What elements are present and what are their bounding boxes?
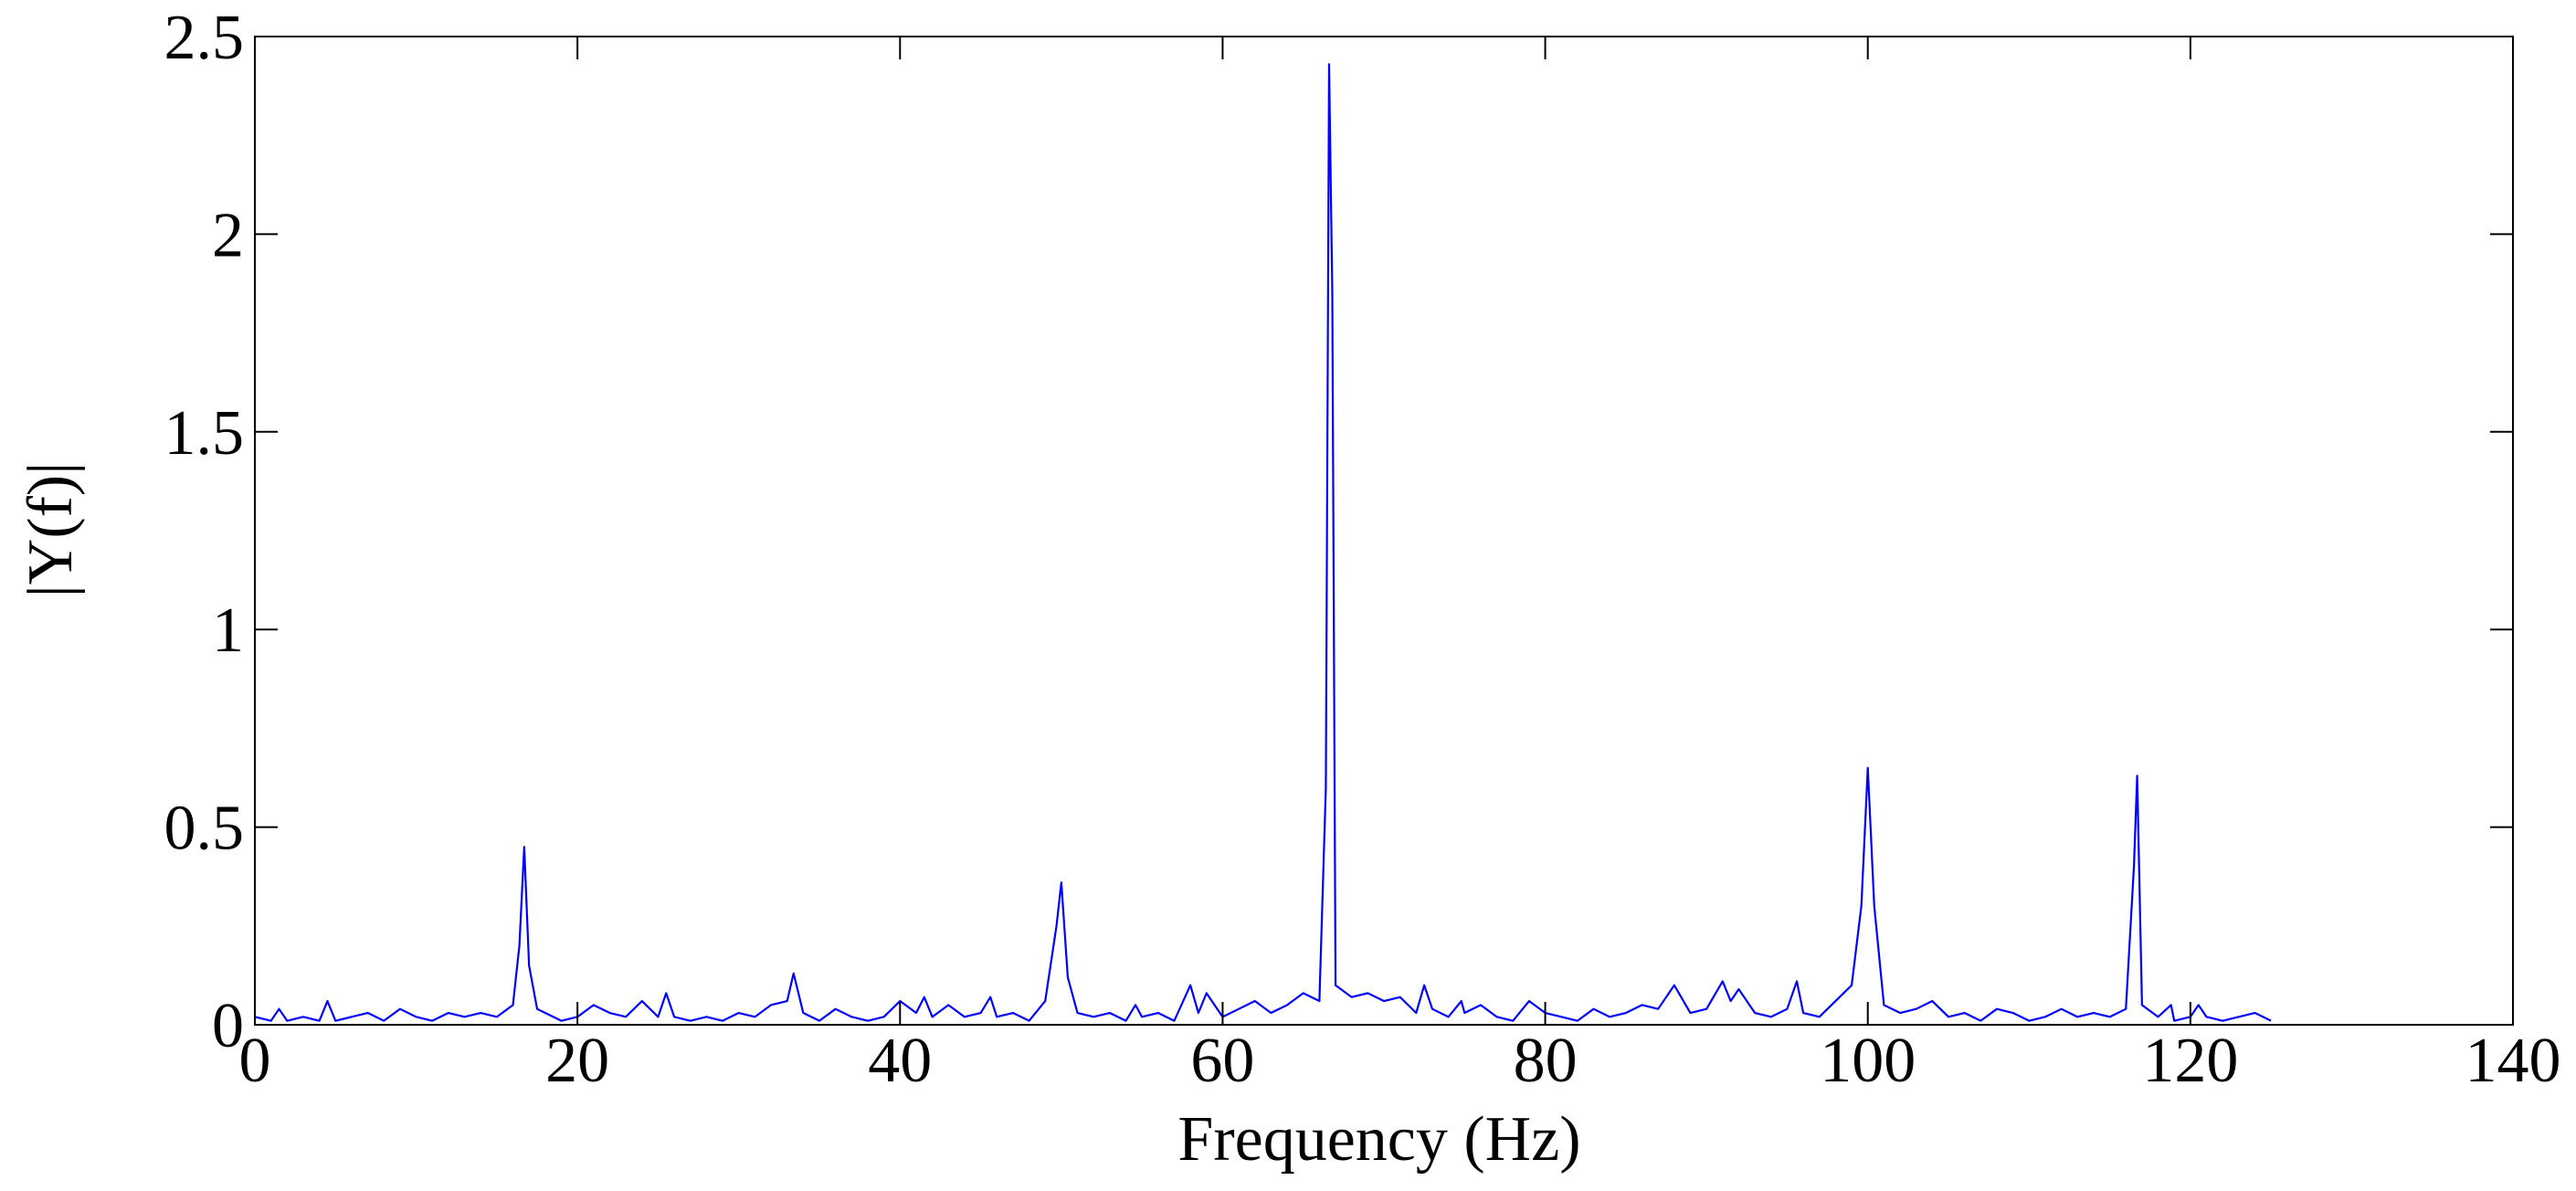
x-tick-label: 60: [1190, 1026, 1254, 1096]
plot-frame: [254, 36, 2514, 1026]
x-tick-label: 80: [1514, 1026, 1578, 1096]
y-tick-label: 2: [212, 200, 244, 270]
x-tick-label: 140: [2465, 1026, 2561, 1096]
x-tick-label: 0: [239, 1026, 271, 1096]
x-tick-label: 40: [868, 1026, 932, 1096]
y-tick-label: 0.5: [164, 794, 245, 864]
y-tick-label: 1.5: [164, 398, 245, 469]
x-tick-label: 100: [1820, 1026, 1916, 1096]
y-axis-label: |Y(f)|: [16, 462, 86, 598]
x-axis-label: Frequency (Hz): [1177, 1104, 1580, 1175]
data-line: [254, 63, 2272, 1022]
y-tick-label: 1: [212, 596, 244, 666]
x-tick-label: 20: [545, 1026, 609, 1096]
y-tick-label: 2.5: [164, 3, 245, 73]
x-tick-label: 120: [2142, 1026, 2238, 1096]
y-tick-label: 0: [212, 991, 244, 1061]
